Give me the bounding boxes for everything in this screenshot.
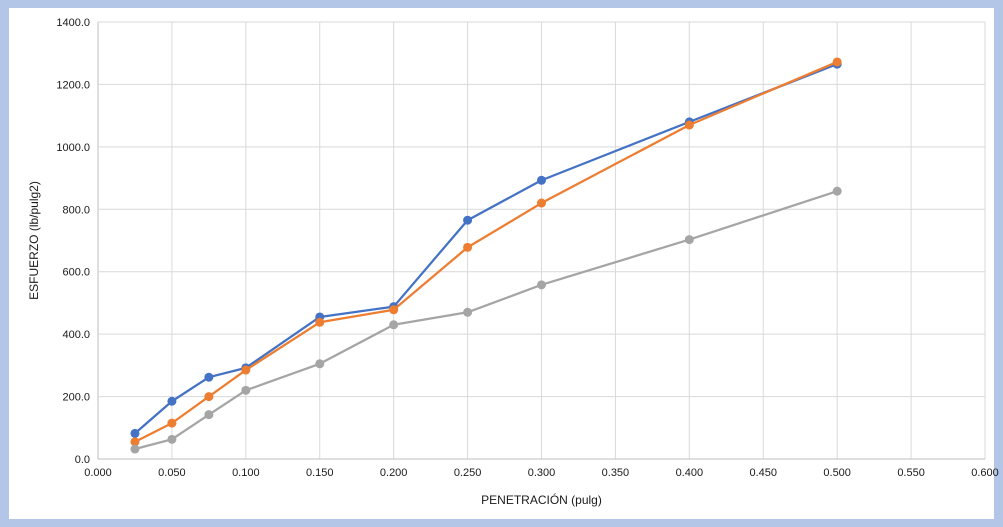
data-point: [537, 175, 546, 185]
data-point: [537, 280, 546, 290]
data-point: [389, 320, 399, 330]
gridlines: [97, 21, 986, 460]
y-axis-tick-labels: 0.0 200.0 400.0 600.0 800.0 1000.0 1200.0 1400.…: [56, 17, 90, 466]
series-line: [133, 63, 839, 435]
x-tick-label: 0.300: [528, 467, 556, 479]
series-line: [133, 60, 839, 443]
data-point: [241, 365, 251, 375]
data-point: [204, 372, 214, 382]
data-point: [315, 317, 325, 327]
data-point: [204, 410, 214, 420]
data-point: [389, 305, 399, 315]
data-point: [463, 215, 473, 225]
data-point: [832, 186, 842, 196]
data-point: [832, 57, 842, 67]
x-tick-label: 0.400: [676, 467, 704, 479]
data-point: [204, 392, 214, 402]
x-tick-label: 0.100: [232, 467, 260, 479]
x-tick-label: 0.600: [971, 467, 999, 479]
data-point: [241, 385, 251, 395]
series-3: [130, 186, 842, 454]
y-tick-label: 1000.0: [56, 142, 90, 154]
data-point: [463, 242, 473, 252]
series-group: [130, 57, 842, 454]
series-line: [133, 190, 839, 451]
data-point: [537, 198, 546, 208]
x-tick-label: 0.550: [897, 467, 925, 479]
x-tick-label: 0.350: [602, 467, 630, 479]
data-point: [167, 434, 177, 444]
x-tick-label: 0.050: [158, 467, 186, 479]
y-axis-title: ESFUERZO (lb/pulg2): [27, 181, 41, 300]
data-point: [130, 437, 140, 447]
x-axis-tick-labels: 0.000 0.050 0.100 0.150 0.200 0.250 0.300 0.350…: [84, 467, 999, 479]
x-tick-label: 0.200: [380, 467, 408, 479]
x-tick-label: 0.450: [749, 467, 777, 479]
data-point: [167, 396, 177, 406]
x-tick-label: 0.150: [306, 467, 334, 479]
data-point: [463, 307, 473, 317]
plot-area: [9, 8, 994, 519]
data-point: [684, 235, 694, 245]
x-tick-label: 0.500: [823, 467, 851, 479]
y-tick-label: 0.0: [75, 454, 90, 466]
y-tick-label: 600.0: [62, 267, 90, 279]
x-axis-title: PENETRACIÓN (pulg): [481, 492, 602, 507]
x-tick-label: 0.250: [454, 467, 482, 479]
y-tick-label: 800.0: [62, 204, 90, 216]
y-tick-label: 1200.0: [56, 79, 90, 91]
data-point: [130, 444, 140, 454]
data-point: [684, 120, 694, 130]
data-point: [130, 428, 140, 438]
series-2: [130, 57, 842, 447]
data-point: [167, 418, 177, 428]
x-tick-label: 0.000: [84, 467, 112, 479]
y-tick-label: 400.0: [62, 329, 90, 341]
y-tick-label: 200.0: [62, 392, 90, 404]
y-tick-label: 1400.0: [56, 17, 90, 29]
data-point: [315, 359, 325, 369]
